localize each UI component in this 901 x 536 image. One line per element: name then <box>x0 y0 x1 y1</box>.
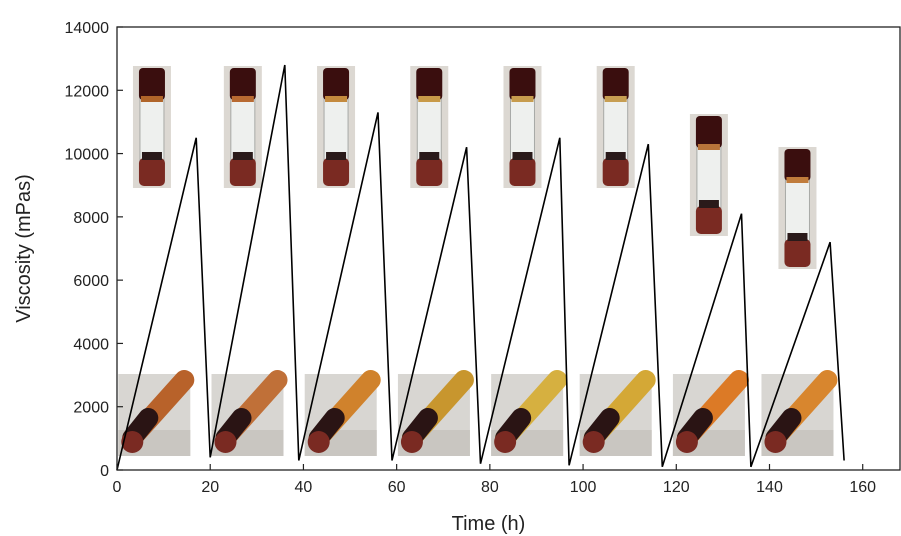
x-axis-title: Time (h) <box>452 513 526 535</box>
x-axis: 0 20 40 60 80 100 120 140 160 <box>113 464 876 496</box>
tilted-vial-photo <box>397 370 474 456</box>
x-tick-label: 60 <box>388 479 406 496</box>
x-tick-label: 140 <box>756 479 783 496</box>
plot-frame <box>116 26 901 471</box>
x-tick-label: 100 <box>570 479 597 496</box>
y-tick-label: 10000 <box>65 147 110 164</box>
photo-insets <box>118 66 838 456</box>
tilted-vial-photo <box>118 370 195 456</box>
viscosity-series-line <box>116 64 845 471</box>
upright-vial-photo <box>410 66 449 188</box>
upright-vial-photo <box>223 66 262 188</box>
upright-vial-photo <box>503 66 542 188</box>
x-tick-label: 40 <box>295 479 313 496</box>
y-tick-label: 2000 <box>73 400 109 417</box>
x-tick-label: 120 <box>663 479 690 496</box>
y-tick-label: 8000 <box>73 210 109 227</box>
y-tick-label: 0 <box>100 463 109 480</box>
y-tick-label: 6000 <box>73 273 109 290</box>
tilted-vial-photo <box>211 370 288 456</box>
upright-vial-photo <box>132 66 171 188</box>
x-tick-label: 160 <box>849 479 876 496</box>
y-tick-label: 4000 <box>73 336 109 353</box>
x-tick-label: 80 <box>481 479 499 496</box>
x-tick-label: 20 <box>201 479 219 496</box>
x-tick-label: 0 <box>113 479 122 496</box>
tilted-vial-photo <box>672 370 749 456</box>
tilted-vial-photo <box>304 370 381 456</box>
upright-vial-photo <box>596 66 635 188</box>
tilted-vial-photo <box>761 370 838 456</box>
y-tick-label: 14000 <box>65 20 110 37</box>
y-axis-title: Viscosity (mPas) <box>13 174 35 323</box>
tilted-vial-photo <box>491 370 568 456</box>
upright-vial-photo <box>778 147 817 269</box>
upright-vial-photo <box>689 114 728 236</box>
tilted-vial-photo <box>579 370 656 456</box>
y-axis: 0 2000 4000 6000 8000 10000 12000 14000 <box>65 20 123 480</box>
y-tick-label: 12000 <box>65 83 110 100</box>
upright-vial-photo <box>317 66 356 188</box>
